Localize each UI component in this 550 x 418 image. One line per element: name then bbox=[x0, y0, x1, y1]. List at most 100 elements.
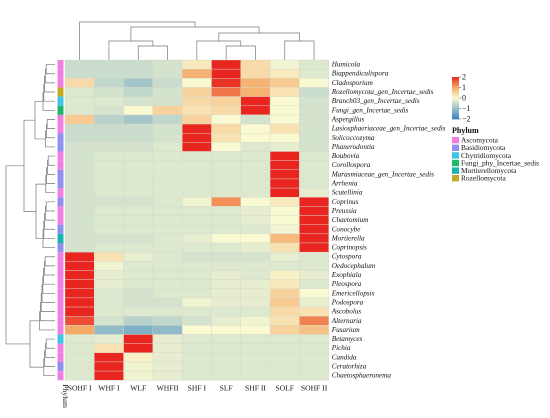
heatmap-cell bbox=[211, 233, 241, 244]
phylum-annotation-cell bbox=[57, 343, 64, 353]
heatmap-cell bbox=[240, 306, 271, 317]
heatmap-cell bbox=[152, 132, 183, 143]
heatmap-cell bbox=[181, 114, 212, 125]
heatmap-cell bbox=[240, 78, 271, 88]
heatmap-cell bbox=[299, 242, 329, 253]
color-scale-tick-label: −1 bbox=[462, 104, 471, 113]
heatmap-cell bbox=[64, 169, 95, 180]
color-scale-step bbox=[452, 104, 459, 106]
heatmap-cell bbox=[211, 352, 241, 363]
phylum-annotation-cell bbox=[57, 243, 64, 253]
phylum-legend-swatch bbox=[452, 144, 459, 151]
color-scale-step bbox=[452, 92, 459, 95]
heatmap-cell bbox=[299, 187, 329, 198]
heatmap-cell bbox=[240, 178, 271, 189]
heatmap-cell bbox=[64, 334, 95, 344]
row-label: Cytospora bbox=[332, 253, 362, 261]
phylum-annotation-cell bbox=[57, 252, 64, 262]
heatmap-cell bbox=[269, 343, 300, 353]
phylum-annotation-cell bbox=[57, 371, 64, 381]
heatmap-cell bbox=[211, 78, 241, 88]
phylum-annotation-cell bbox=[57, 215, 64, 225]
color-scale-step bbox=[452, 113, 459, 116]
heatmap-cell bbox=[240, 334, 271, 344]
row-label: Alternaria bbox=[331, 317, 362, 325]
row-dendrogram-branch bbox=[45, 201, 55, 212]
row-label: Fusarium bbox=[331, 326, 360, 334]
heatmap-cell bbox=[123, 132, 154, 143]
heatmap-cell bbox=[64, 343, 95, 353]
heatmap-cell bbox=[211, 316, 241, 326]
heatmap-cell bbox=[211, 160, 241, 170]
heatmap-cell bbox=[299, 288, 329, 299]
heatmap-cell bbox=[211, 215, 241, 225]
heatmap-cell bbox=[181, 306, 212, 317]
phylum-annotation-cell bbox=[57, 307, 64, 317]
heatmap-cell bbox=[94, 370, 124, 381]
phylum-annotation-cell bbox=[57, 206, 64, 216]
color-scale-tick-label: 0 bbox=[462, 94, 466, 103]
row-dendrogram-branch bbox=[45, 68, 55, 84]
heatmap-cell bbox=[240, 114, 271, 125]
phylum-legend: Phylum AscomycotaBasidiomycotaChytridiom… bbox=[452, 126, 539, 183]
heatmap-cell bbox=[211, 142, 241, 152]
heatmap-cell bbox=[94, 151, 124, 161]
heatmap-cell bbox=[181, 87, 212, 97]
heatmap-cell bbox=[211, 334, 241, 344]
heatmap-cell bbox=[240, 105, 271, 116]
row-dendrogram-branch bbox=[29, 320, 44, 368]
heatmap-cell bbox=[181, 105, 212, 116]
phylum-legend-swatch bbox=[452, 152, 459, 159]
heatmap-cell bbox=[240, 343, 271, 353]
heatmap-cell bbox=[94, 114, 124, 125]
heatmap-cell bbox=[152, 316, 183, 326]
heatmap-cell bbox=[299, 142, 329, 152]
heatmap-cell bbox=[299, 123, 329, 134]
heatmap-cell bbox=[64, 233, 95, 244]
heatmap-cell bbox=[211, 105, 241, 116]
color-scale-step bbox=[452, 99, 459, 101]
row-dendrogram bbox=[5, 64, 55, 377]
heatmap-cell bbox=[269, 114, 300, 125]
heatmap-cell bbox=[181, 270, 212, 280]
color-scale-step bbox=[452, 100, 459, 102]
heatmap-cell bbox=[299, 334, 329, 344]
phylum-annotation-cell bbox=[57, 352, 64, 362]
color-scale-step bbox=[452, 90, 459, 93]
heatmap-cell bbox=[64, 151, 95, 161]
heatmap-cell bbox=[94, 123, 124, 134]
heatmap-cell bbox=[299, 78, 329, 88]
heatmap-cell bbox=[240, 96, 271, 106]
heatmap-cell bbox=[64, 105, 95, 116]
heatmap-cell bbox=[94, 270, 124, 280]
heatmap-cell bbox=[240, 242, 271, 253]
row-label: Rozellomycota_gen_Incertae_sedis bbox=[331, 88, 434, 96]
heatmap-cell bbox=[240, 233, 271, 244]
heatmap-cell bbox=[123, 224, 154, 235]
color-scale-step bbox=[452, 110, 459, 113]
heatmap-cell bbox=[181, 96, 212, 106]
phylum-legend-label: Rozellomycota bbox=[461, 174, 506, 183]
phylum-annotation-cell bbox=[57, 279, 64, 289]
heatmap-cell bbox=[299, 352, 329, 363]
row-label: Lasiosphaeriaceae_gen_Incertae_sedis bbox=[331, 125, 446, 133]
phylum-legend-label: Mortierellomycota bbox=[461, 166, 517, 175]
heatmap-cell bbox=[211, 151, 241, 161]
heatmap-cell bbox=[269, 132, 300, 143]
row-label: Fungi_gen_Incertae_sedis bbox=[331, 106, 409, 114]
heatmap-cell bbox=[299, 197, 329, 207]
heatmap-cell bbox=[64, 59, 95, 70]
phylum-annotation-cell bbox=[57, 169, 64, 179]
heatmap-cell bbox=[123, 370, 154, 381]
heatmap-cell bbox=[123, 352, 154, 363]
heatmap-cell bbox=[94, 87, 124, 97]
heatmap-cell bbox=[181, 261, 212, 271]
heatmap-cell bbox=[211, 288, 241, 299]
heatmap-cell bbox=[123, 279, 154, 289]
row-dendrogram-branch bbox=[44, 256, 55, 267]
heatmap-cell bbox=[181, 68, 212, 79]
color-scale-step bbox=[452, 94, 459, 97]
heatmap-cell bbox=[152, 123, 183, 134]
color-scale-step bbox=[452, 116, 459, 119]
heatmap-cell bbox=[64, 123, 95, 134]
